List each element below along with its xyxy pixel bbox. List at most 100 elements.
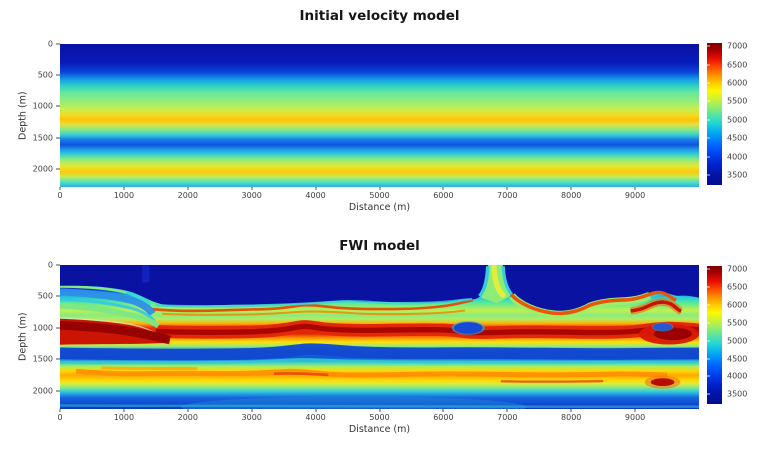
fwi-velocity-lenses [451,320,699,389]
y-tick-mark [56,137,60,139]
colorbar-tick-mark [707,375,710,377]
x-tick-label: 9000 [624,413,646,422]
colorbar-tick-mark [707,119,710,121]
x-tick-label: 4000 [305,191,326,200]
colorbar-tick-label: 6500 [727,282,748,292]
y-tick-mark [56,295,60,297]
colorbar-tick-mark [707,45,710,47]
x-tick-mark [59,187,61,190]
x-tick-mark [123,187,125,190]
plot1-title: Initial velocity model [299,8,460,24]
colorbar-tick-label: 7000 [727,264,748,274]
x-tick-mark [570,187,572,190]
fwi-left-dipping-wedge [60,284,171,345]
colorbar-tick-label: 5000 [727,336,748,346]
colorbar-tick-mark [707,64,710,66]
colorbar-tick-mark [707,82,710,84]
plot1-colorbar-labels: 7000 6500 6000 5500 5000 4500 4000 3500 [725,42,767,185]
x-tick-label: 8000 [561,191,582,200]
colorbar-tick-label: 3500 [727,389,748,399]
y-tick-label: 0 [47,39,53,49]
x-tick-mark [570,409,572,412]
fwi-overburden-and-canyon [60,265,699,316]
plot2-y-axis-ticks: 0 500 1000 1500 2000 [0,261,60,409]
x-tick-label: 3000 [241,413,262,422]
plot1-heatmap [60,44,699,187]
colorbar-tick-label: 6500 [727,60,748,70]
colorbar-tick-label: 4000 [727,152,748,162]
colorbar-tick-label: 3500 [727,170,748,180]
plot1-y-axis-ticks: 0 500 1000 1500 2000 [0,40,60,187]
x-tick-mark [634,187,636,190]
colorbar-tick-mark [707,137,710,139]
x-tick-mark [442,409,444,412]
colorbar-tick-mark [707,358,710,360]
y-tick-label: 0 [47,260,53,270]
y-tick-label: 1500 [32,354,53,364]
colorbar-tick-label: 6000 [727,78,748,88]
x-tick-label: 2000 [177,191,198,200]
y-tick-mark [56,264,60,266]
x-tick-mark [187,187,189,190]
x-tick-mark [506,409,508,412]
plot2-heatmap [60,265,699,409]
x-tick-mark [187,409,189,412]
y-tick-mark [56,327,60,329]
y-tick-mark [56,358,60,360]
y-tick-mark [56,74,60,76]
plot2-x-axis-ticks: 0 1000 2000 3000 4000 5000 6000 7000 8000 9000 [57,409,699,425]
colorbar-tick-label: 5000 [727,115,748,125]
colorbar-tick-label: 4000 [727,371,748,381]
x-tick-label: 4000 [305,413,326,422]
x-tick-label: 5000 [369,413,390,422]
x-tick-label: 5000 [369,191,390,200]
initial-velocity-heatmap-image [60,44,699,187]
x-tick-mark [634,409,636,412]
fwi-vertical-pipe-anomaly [478,265,514,304]
x-tick-mark [251,409,253,412]
x-tick-mark [59,409,61,412]
colorbar-tick-label: 5500 [727,318,748,328]
y-tick-label: 1500 [32,133,53,143]
x-tick-label: 3000 [241,191,262,200]
plot1-x-axis-ticks: 0 1000 2000 3000 4000 5000 6000 7000 8000 9000 [57,187,699,203]
colorbar-tick-label: 5500 [727,96,748,106]
colorbar-tick-label: 4500 [727,133,748,143]
x-tick-mark [379,187,380,190]
fwi-shallow-stringers [151,298,474,316]
y-tick-mark [56,168,60,170]
x-tick-label: 1000 [113,191,135,200]
y-tick-label: 1000 [32,323,53,333]
colorbar-tick-mark [707,322,710,324]
plot2-title: FWI model [339,238,420,254]
plot1-x-axis-label: Distance (m) [348,202,411,213]
x-tick-mark [506,187,508,190]
colorbar-tick-mark [707,393,710,395]
x-tick-label: 7000 [497,191,518,200]
colorbar-tick-mark [707,340,710,342]
plot2-colorbar [707,266,722,404]
x-tick-label: 0 [57,191,63,200]
colorbar-tick-mark [707,100,710,102]
plot2-colorbar-labels: 7000 6500 6000 5500 5000 4500 4000 3500 [725,264,767,404]
x-tick-label: 6000 [433,413,454,422]
colorbar-tick-label: 4500 [727,354,748,364]
plot1-colorbar [707,43,722,185]
x-tick-label: 6000 [433,191,454,200]
fwi-main-red-layer [155,320,699,339]
colorbar-tick-mark [707,304,710,306]
x-tick-label: 8000 [561,413,582,422]
y-tick-mark [56,390,60,392]
y-tick-mark [56,43,60,45]
x-tick-mark [123,409,125,412]
x-tick-label: 9000 [624,191,646,200]
fwi-heatmap-image [60,265,699,409]
x-tick-mark [442,187,444,190]
colorbar-tick-mark [707,156,710,158]
x-tick-label: 1000 [113,413,135,422]
x-tick-mark [315,187,317,190]
y-tick-mark [56,105,60,107]
x-tick-mark [251,187,253,190]
x-tick-label: 0 [57,413,63,422]
